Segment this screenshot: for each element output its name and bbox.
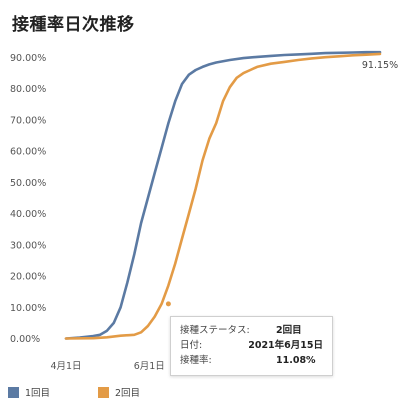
legend-swatch-dose-1 <box>8 386 19 398</box>
tooltip-status-row: 接種ステータス: 2回目 <box>180 323 323 338</box>
legend-swatch-dose-2 <box>98 386 109 398</box>
series-line-2 <box>64 52 382 340</box>
page-title: 接種率日次推移 <box>12 15 135 35</box>
tooltip-rate-label: 接種率: <box>180 355 212 366</box>
hover-tooltip: 接種ステータス: 2回目 日付: 2021年6月15日 接種率: 11.08% <box>170 316 333 376</box>
tooltip-rate-row: 接種率: 11.08% <box>180 353 323 368</box>
tooltip-rate-value: 11.08% <box>276 355 316 366</box>
series-line-1 <box>64 50 382 340</box>
hover-point-marker <box>164 300 172 308</box>
y-tick-label: 70.00% <box>10 115 46 126</box>
y-tick-label: 20.00% <box>10 272 46 283</box>
y-tick-label: 0.00% <box>10 334 40 345</box>
y-tick-label: 30.00% <box>10 240 46 251</box>
tooltip-date-row: 日付: 2021年6月15日 <box>180 338 323 353</box>
end-value-label: 91.15% <box>362 60 398 71</box>
legend-label-dose-1: 1回目 <box>25 388 51 399</box>
tooltip-date-label: 日付: <box>180 340 203 351</box>
y-tick-label: 80.00% <box>10 84 46 95</box>
chart-legend: 1回目 2回目 <box>0 382 400 402</box>
x-tick-label: 6月1日 <box>134 361 165 372</box>
legend-label-dose-2: 2回目 <box>115 388 141 399</box>
y-tick-label: 40.00% <box>10 209 46 220</box>
y-tick-label: 10.00% <box>10 303 46 314</box>
line-chart: 90.00% 80.00% 70.00% 60.00% 50.00% 40.00% 30.0… <box>10 50 398 372</box>
annotation-layer: 91.15% <box>164 60 398 308</box>
y-tick-label: 50.00% <box>10 178 46 189</box>
x-tick-label: 4月1日 <box>50 361 81 372</box>
legend-item-dose-1[interactable]: 1回目 <box>8 385 50 399</box>
tooltip-date-value: 2021年6月15日 <box>248 340 323 351</box>
tooltip-status-label: 接種ステータス: <box>180 325 250 336</box>
y-tick-label: 90.00% <box>10 53 46 64</box>
tooltip-status-value: 2回目 <box>276 325 302 336</box>
y-tick-label: 60.00% <box>10 147 46 158</box>
axis-layer: 90.00% 80.00% 70.00% 60.00% 50.00% 40.00% 30.0… <box>10 53 165 372</box>
legend-item-dose-2[interactable]: 2回目 <box>98 385 140 399</box>
series-layer <box>64 50 382 340</box>
